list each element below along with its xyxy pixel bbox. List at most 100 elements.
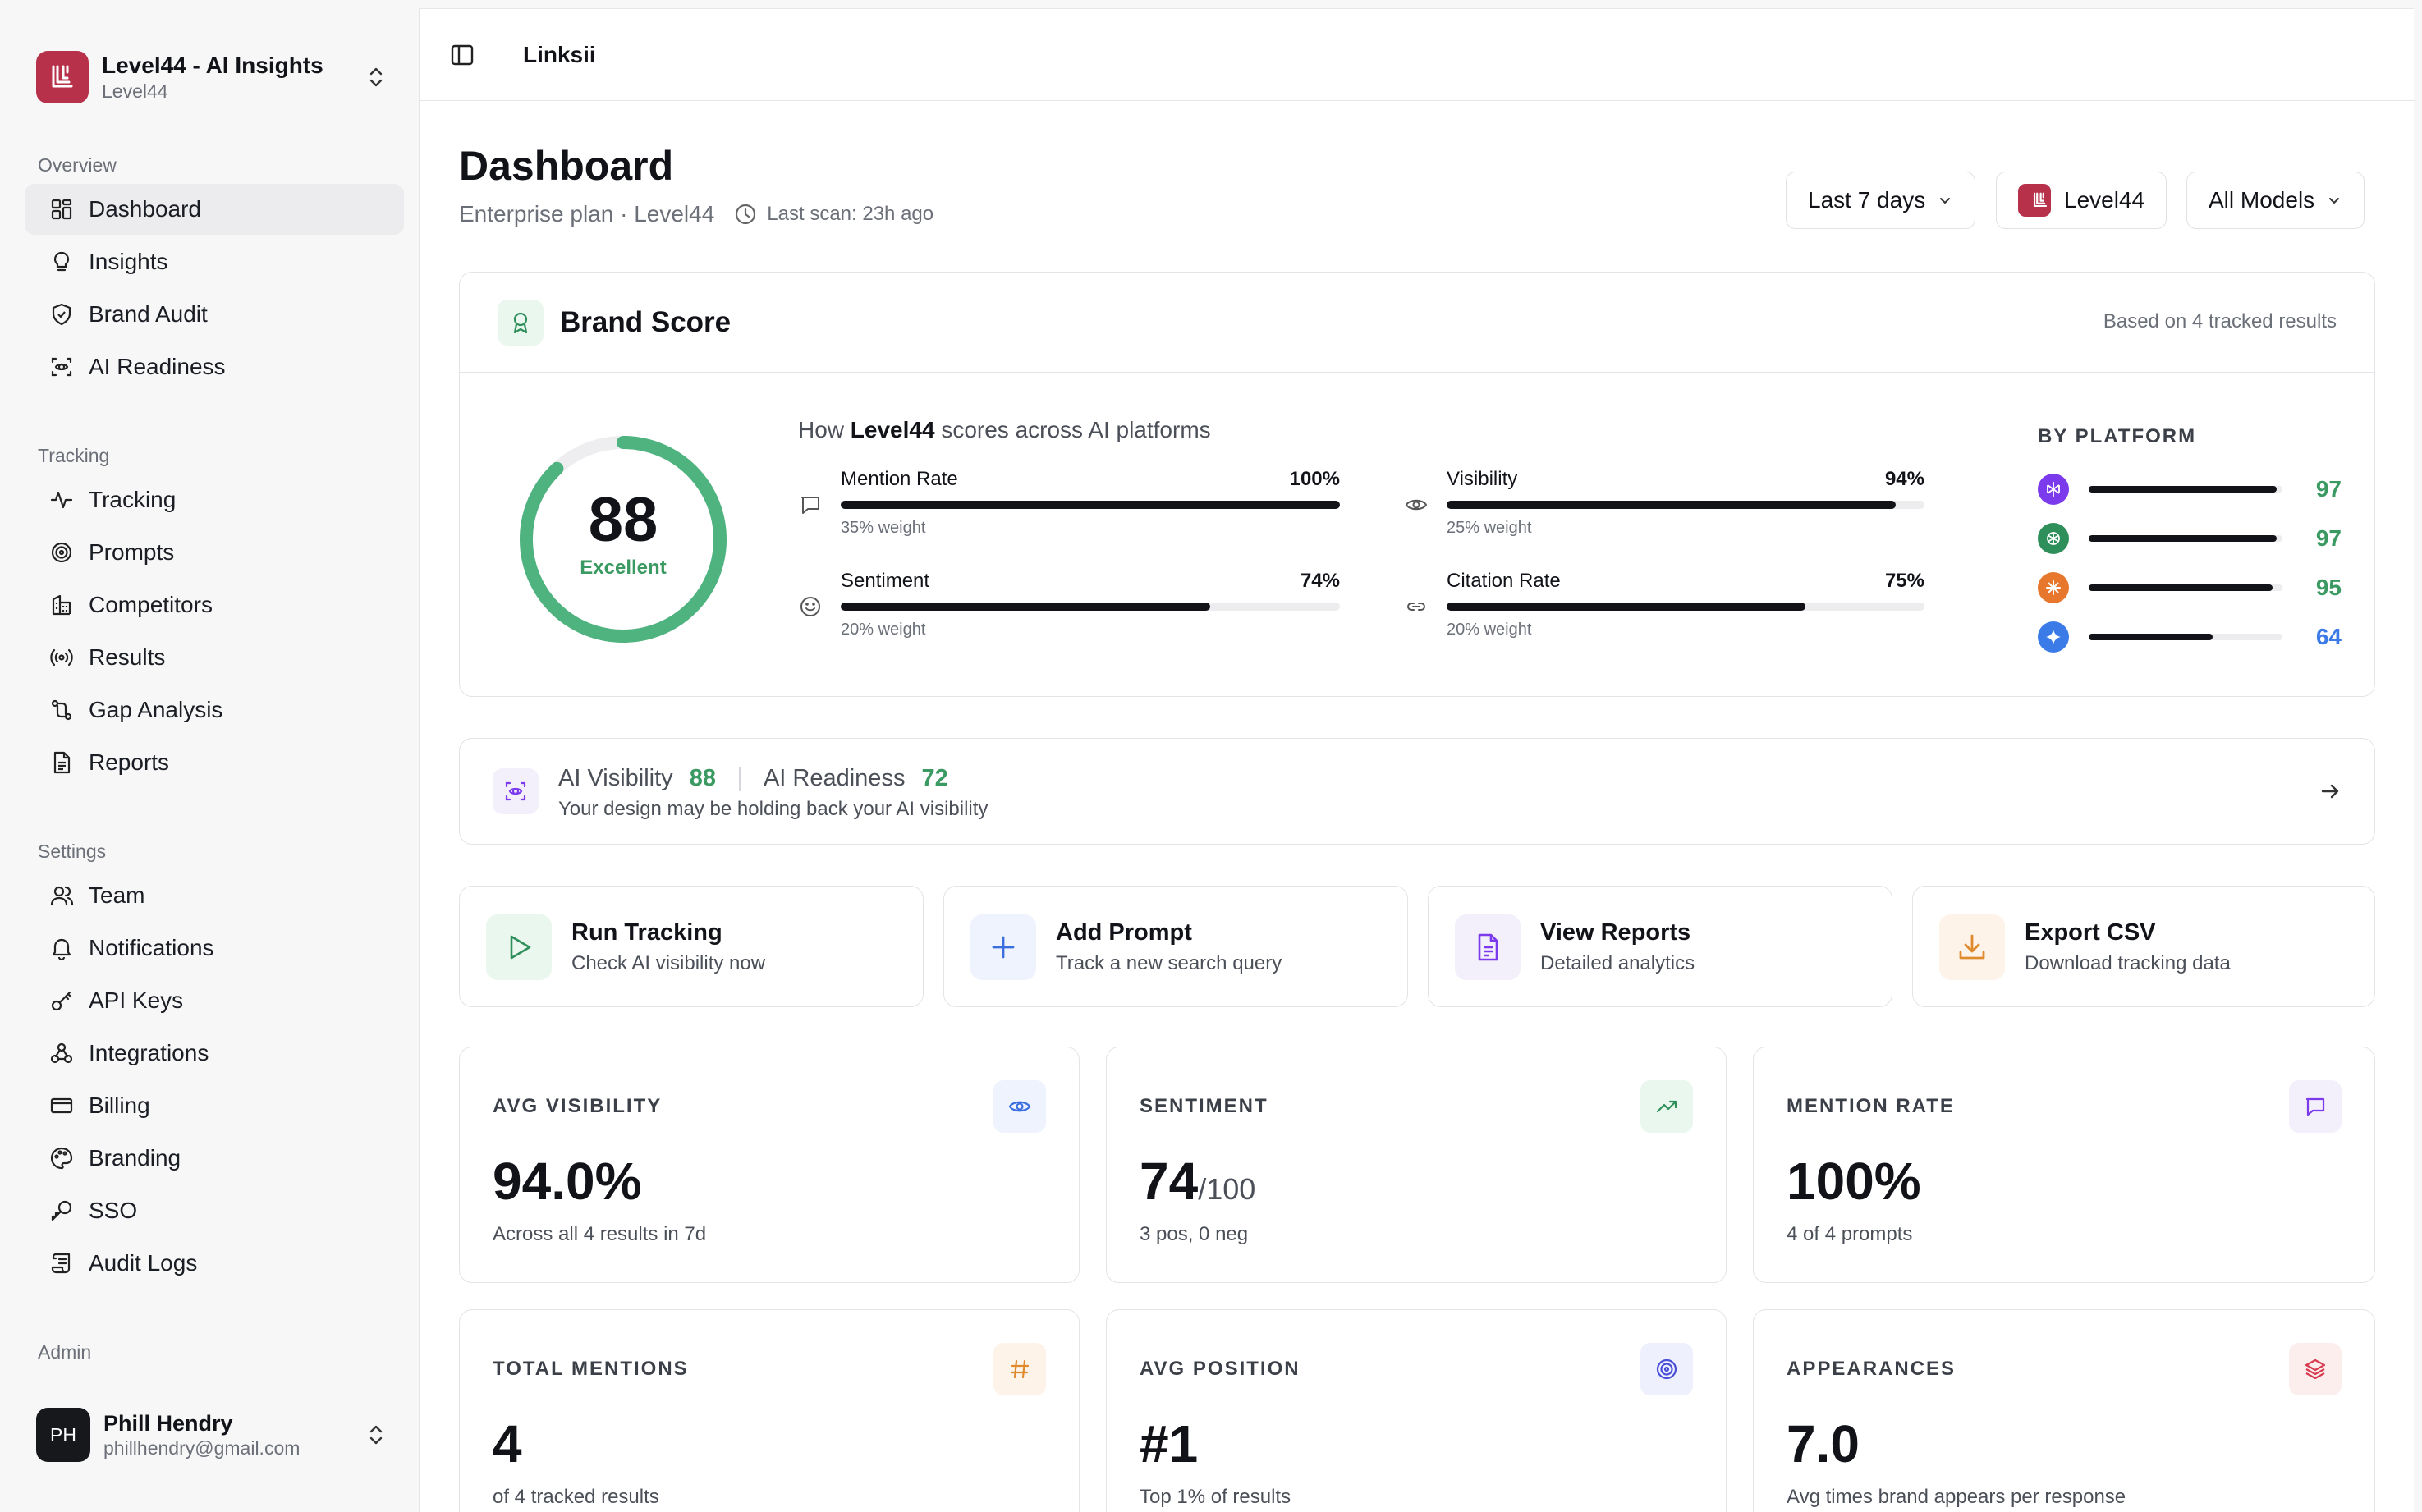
view-reports-button[interactable]: View Reports Detailed analytics [1428,886,1892,1007]
sidebar-item-label: Notifications [89,935,214,960]
brand-score-rating: Excellent [580,557,667,579]
metric-pct: 75% [1884,570,1924,592]
activity-icon [50,491,73,509]
metric-name: Citation Rate [1447,570,1561,592]
webhook-icon [50,1042,73,1064]
models-select[interactable]: All Models [2186,172,2365,229]
platform-row-openai: 97 [2038,522,2342,555]
platform-score: 95 [2315,575,2342,600]
platform-bar [2089,535,2277,542]
run-tracking-button[interactable]: Run Tracking Check AI visibility now [459,886,924,1007]
sidebar-item-billing[interactable]: Billing [25,1080,404,1131]
stat-value: 74/100 [1140,1151,1255,1212]
sidebar-item-audit-logs[interactable]: Audit Logs [25,1238,404,1289]
sidebar-item-brand-audit[interactable]: Brand Audit [25,289,404,340]
platform-row-perplexity: 97 [2038,473,2342,506]
action-subtitle: Track a new search query [1056,952,1282,974]
platform-row-gemini: 64 [2038,621,2342,653]
stat-subtitle: 4 of 4 prompts [1787,1223,1913,1245]
add-prompt-button[interactable]: Add Prompt Track a new search query [943,886,1408,1007]
scan-eye-icon [493,768,539,814]
platform-score: 64 [2315,624,2342,649]
perplexity-icon [2038,474,2069,505]
sidebar-item-api-keys[interactable]: API Keys [25,975,404,1026]
stat-label: AVG VISIBILITY [493,1095,663,1117]
export-csv-button[interactable]: Export CSV Download tracking data [1912,886,2375,1007]
sidebar-item-ai-readiness[interactable]: AI Readiness [25,341,404,392]
link-icon [1407,603,1425,611]
ai-readiness-value: 72 [921,765,948,791]
sidebar-item-label: Reports [89,749,170,775]
sidebar-item-tracking[interactable]: Tracking [25,474,404,525]
dashboard-icon [51,199,72,220]
user-email: phillhendry@gmail.com [103,1437,300,1459]
sidebar-item-integrations[interactable]: Integrations [25,1028,404,1079]
sidebar-item-label: Competitors [89,592,213,617]
user-menu[interactable]: PH Phill Hendry phillhendry@gmail.com [36,1402,389,1468]
divider [738,766,741,791]
arrow-right-icon[interactable] [2317,778,2343,804]
clock-icon [736,204,756,225]
ai-visibility-label: AI Visibility [558,765,673,791]
sidebar: Level44 - AI Insights Level44 Overview D… [11,20,406,1512]
smile-icon [800,597,820,616]
score-description: How Level44 scores across AI platforms [798,417,1211,443]
stat-subtitle: Avg times brand appears per response [1787,1486,2126,1508]
brand-select[interactable]: Level44 [1996,172,2167,229]
stat-value: 4 [493,1413,522,1474]
org-title: Level44 - AI Insights [102,53,323,78]
level44-logo [36,51,89,103]
action-subtitle: Detailed analytics [1540,952,1695,974]
file-text-icon [1455,914,1521,980]
ai-visibility-value: 88 [689,765,716,791]
sidebar-item-notifications[interactable]: Notifications [25,923,404,974]
ai-visibility-banner[interactable]: AI Visibility 88 AI Readiness 72 Your de… [459,738,2375,845]
sidebar-item-dashboard[interactable]: Dashboard [25,184,404,235]
metric-name: Visibility [1447,468,1518,490]
chevron-down-icon [2329,198,2340,204]
sidebar-item-label: SSO [89,1198,138,1223]
sidebar-item-gap-analysis[interactable]: Gap Analysis [25,685,404,735]
sidebar-item-insights[interactable]: Insights [25,236,404,287]
stat-subtitle: Across all 4 results in 7d [493,1223,707,1245]
chevron-down-icon [1940,198,1951,204]
topbar: Linksii [420,9,2415,101]
stat-value-number: #1 [1140,1414,1199,1473]
message-square-icon [801,497,819,514]
ai-visibility-message: Your design may be holding back your AI … [558,798,989,820]
brand-score-title: Brand Score [560,305,732,338]
metric-name: Mention Rate [841,468,958,490]
platform-score: 97 [2315,476,2342,502]
sidebar-item-label: Dashboard [89,196,201,222]
eye-icon [993,1080,1046,1133]
sidebar-item-team[interactable]: Team [25,870,404,921]
metric-pct: 74% [1300,570,1340,592]
ai-scores-line: AI Visibility 88 AI Readiness 72 [558,765,948,792]
scan-eye-icon [51,357,72,377]
target-icon [51,542,72,563]
award-icon [498,299,544,346]
stat-value-number: 4 [493,1414,522,1473]
date-range-select[interactable]: Last 7 days [1786,172,1976,229]
sidebar-toggle-icon[interactable] [449,42,475,68]
by-platform-label: BY PLATFORM [2038,425,2197,447]
sidebar-item-sso[interactable]: SSO [25,1185,404,1236]
sidebar-item-reports[interactable]: Reports [25,737,404,788]
stat-card-total-mentions: TOTAL MENTIONS 4 of 4 tracked results [459,1309,1080,1512]
sidebar-item-competitors[interactable]: Competitors [25,580,404,630]
stat-card-avg-visibility: AVG VISIBILITY 94.0% Across all 4 result… [459,1047,1080,1283]
sidebar-item-label: AI Readiness [89,354,226,379]
sidebar-item-label: Insights [89,249,168,274]
stat-subtitle: 3 pos, 0 neg [1140,1223,1249,1245]
how-prefix: How [798,417,851,442]
sidebar-item-results[interactable]: Results [25,632,404,683]
page-title: Dashboard [459,143,674,189]
sidebar-item-prompts[interactable]: Prompts [25,527,404,578]
nav-group-tracking: Tracking [38,445,110,466]
bell-icon [52,938,71,960]
stat-label: SENTIMENT [1140,1095,1268,1117]
metric-bar [1447,501,1897,509]
sidebar-item-branding[interactable]: Branding [25,1133,404,1184]
org-switcher[interactable]: Level44 - AI Insights Level44 [36,44,389,110]
breadcrumb[interactable]: Linksii [523,41,596,67]
